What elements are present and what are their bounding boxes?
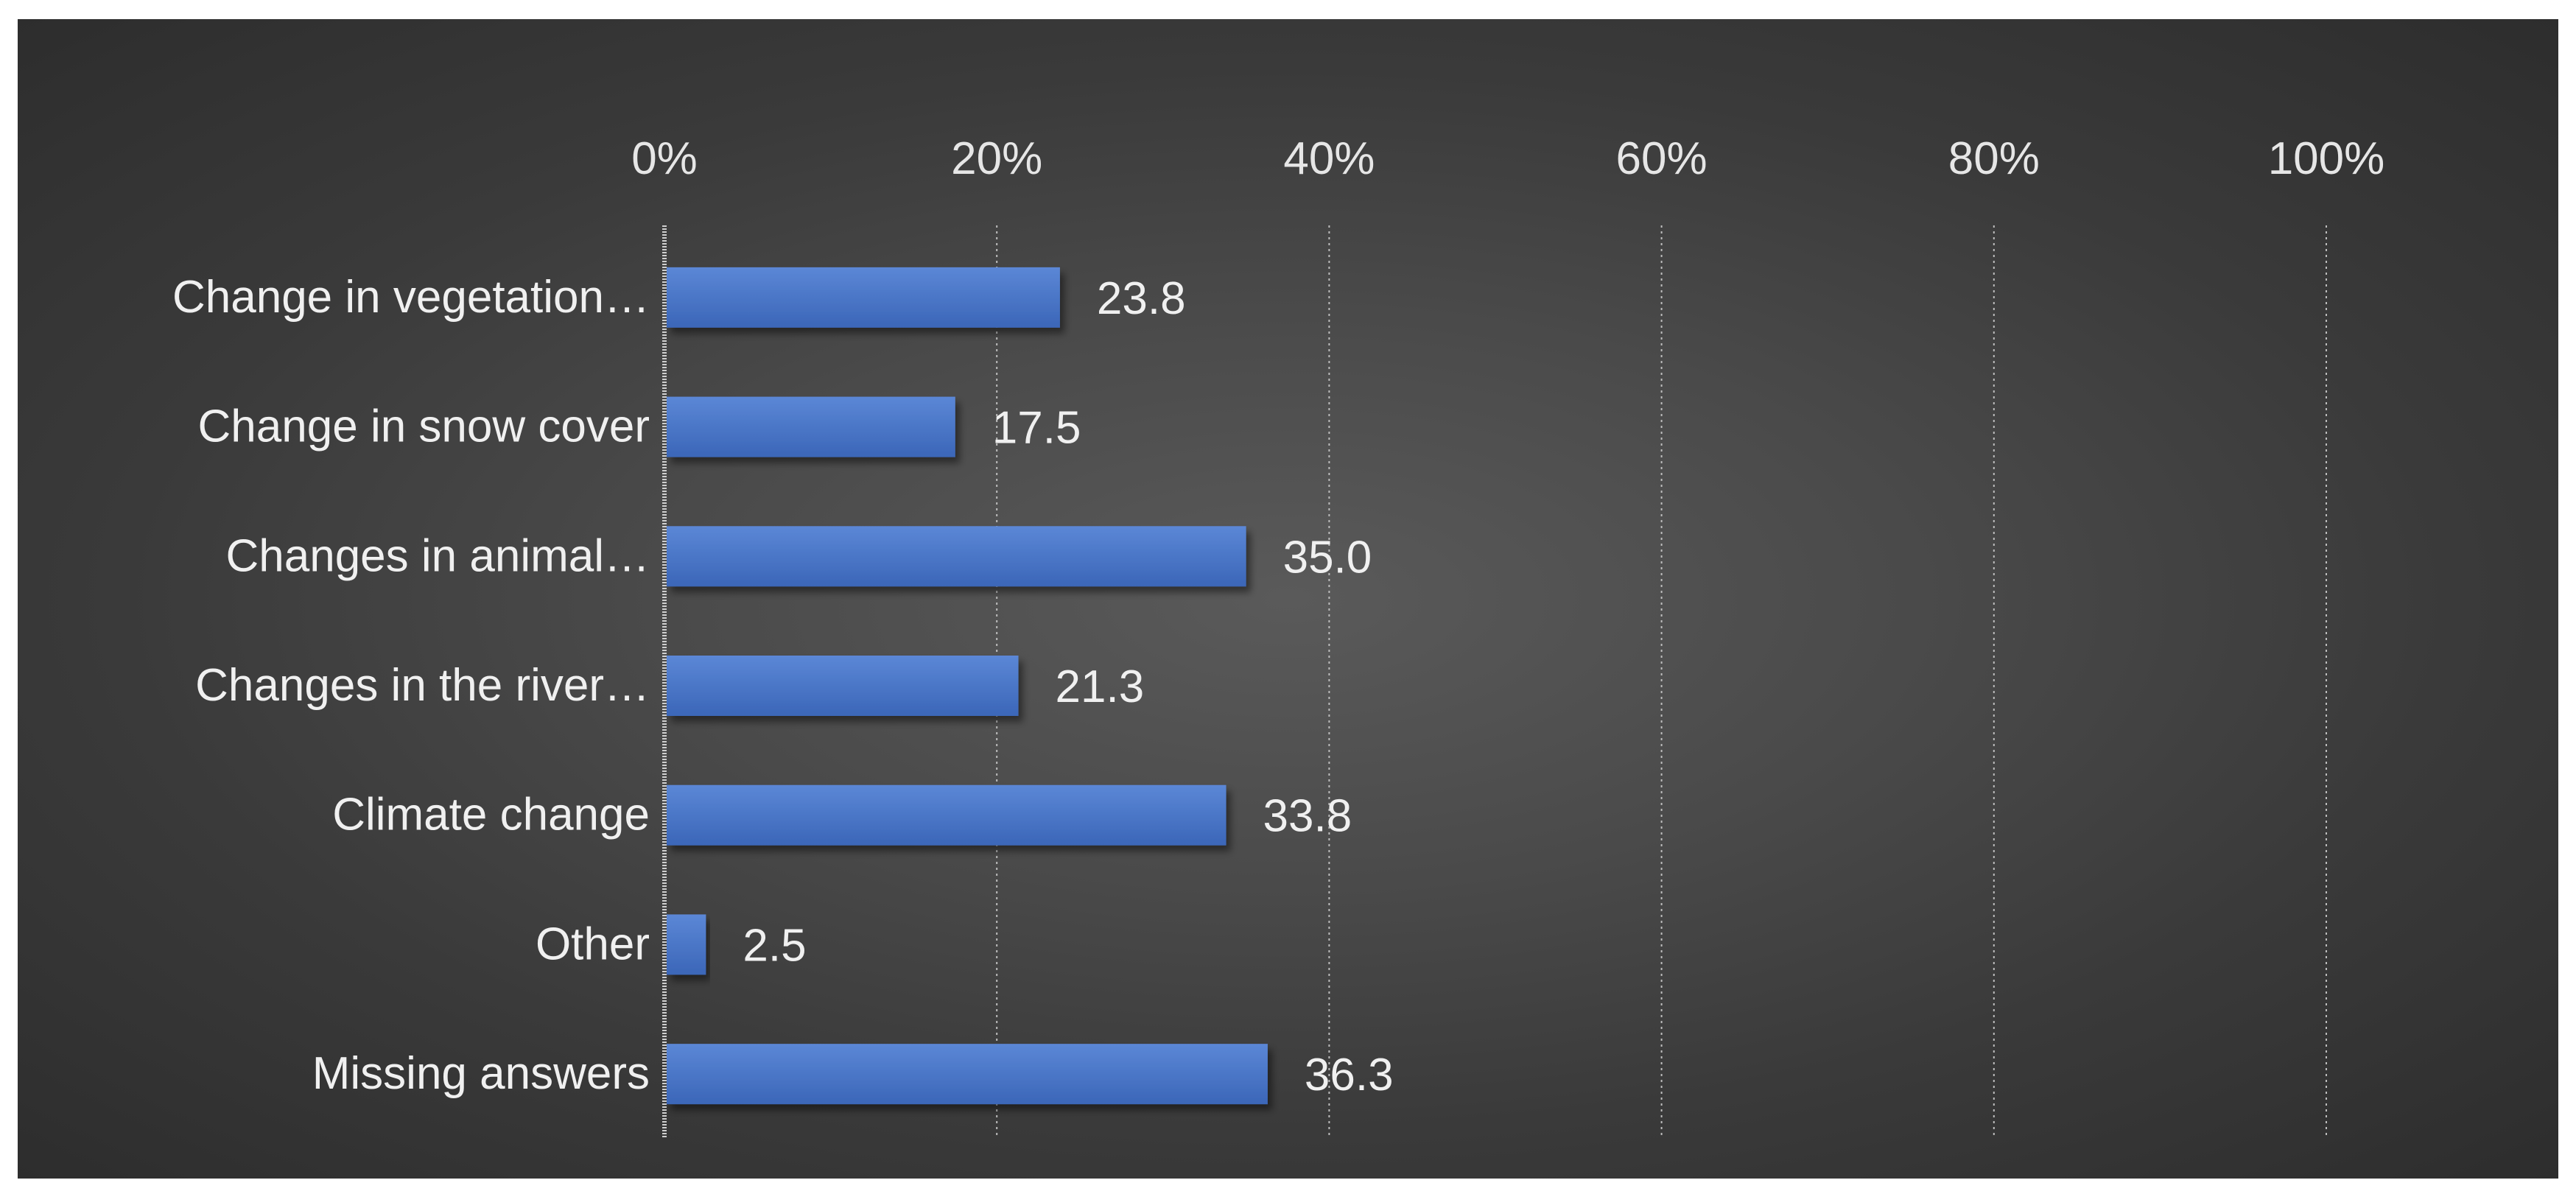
category-label: Climate change [332,790,650,840]
bars [667,267,1268,1105]
x-tick-label: 60% [1616,133,1708,184]
x-tick-label: 80% [1948,133,2040,184]
x-tick-label: 100% [2268,133,2385,184]
bar [667,526,1246,587]
bar [667,1044,1268,1105]
bar [667,656,1019,716]
category-label: Changes in animal… [225,530,650,581]
data-label: 33.8 [1263,791,1352,842]
bar [667,267,1060,328]
category-label: Change in snow cover [198,401,650,452]
data-label: 35.0 [1283,532,1372,583]
category-label: Missing answers [312,1048,650,1099]
bar-chart: 0% 20% 40% 60% 80% 100% 23.8 Change in vegetat… [172,133,2384,1139]
bar [667,784,1226,846]
category-label: Change in vegetation… [172,272,650,323]
axis: 0% 20% 40% 60% 80% 100% [631,133,2384,1139]
data-label: 21.3 [1056,661,1145,712]
labels: 23.8 Change in vegetation… 17.5 Change in s… [172,272,1394,1100]
bar [667,914,706,975]
x-tick-label: 0% [631,133,698,184]
data-label: 23.8 [1097,273,1186,324]
data-label: 36.3 [1305,1050,1394,1100]
chart-frame: 0% 20% 40% 60% 80% 100% 23.8 Change in vegetat… [18,19,2558,1179]
data-label: 17.5 [992,403,1081,454]
data-label: 2.5 [743,920,806,971]
bar [667,396,955,457]
category-label: Other [536,919,650,969]
x-tick-label: 40% [1283,133,1375,184]
gridlines [996,225,2327,1139]
category-label: Changes in the river… [195,660,650,711]
x-tick-label: 20% [951,133,1042,184]
